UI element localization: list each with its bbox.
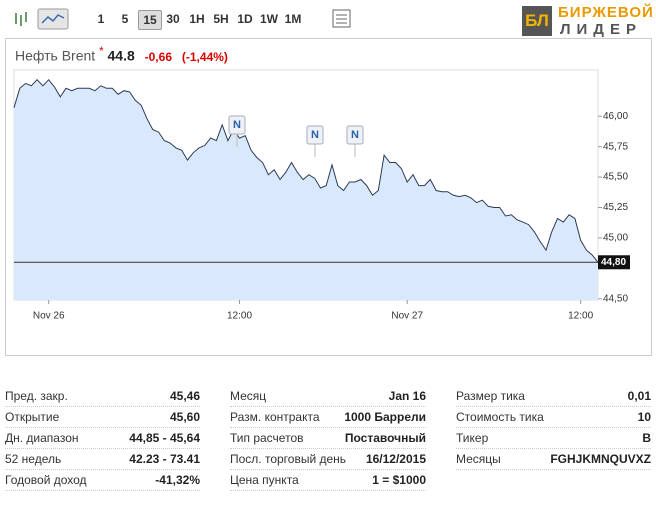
stat-row: Месяцы FGHJKMNQUVXZ [456,449,651,470]
y-tick-label: 46,00 [603,111,628,122]
stat-row: Месяц Jan 16 [230,386,426,407]
stat-row: Тип расчетов Поставочный [230,428,426,449]
stat-row: Годовой доход -41,32% [5,470,200,491]
stat-label: Открытие [5,410,60,424]
stat-label: Тикер [456,431,489,445]
price: 44.8 [107,47,135,64]
y-tick-label: 45,75 [603,141,628,152]
stat-row: Пред. закр. 45,46 [5,386,200,407]
news-marker[interactable] [346,125,364,145]
timeframe-button[interactable]: 1W [260,12,278,26]
stat-label: Размер тика [456,389,525,403]
stat-label: Тип расчетов [230,431,304,445]
timeframe-button[interactable]: 1M [284,12,302,26]
chart-type-icons [15,8,69,30]
stat-label: Посл. торговый день [230,452,347,466]
stat-row: 52 недель 42.23 - 73.41 [5,449,200,470]
x-tick-label: 12:00 [568,311,593,322]
stat-row: Размер тика 0,01 [456,386,651,407]
stat-label: Месяц [230,389,267,403]
stat-row: Дн. диапазон 44,85 - 45,64 [5,428,200,449]
stat-value: 1 = $1000 [372,473,426,487]
news-marker-label: N [311,129,319,141]
stat-value: 45,46 [169,389,200,403]
change: -0,66 [144,49,172,64]
stat-label: 52 недель [5,452,62,466]
stat-label: Разм. контракта [230,410,320,424]
stat-label: Дн. диапазон [5,431,79,445]
timeframe-button[interactable]: 1H [189,12,205,26]
stat-value: 1000 Баррели [344,410,426,424]
y-tick-label: 45,25 [603,202,628,213]
current-price-label: 44,80 [601,257,626,268]
settings-icon[interactable] [332,9,352,29]
stat-value: 16/12/2015 [365,452,426,466]
stat-label: Пред. закр. [5,389,68,403]
star: * [99,45,104,58]
logo-text: БИРЖЕВОЙ [558,4,654,21]
stat-value: 42.23 - 73.41 [129,452,200,466]
stat-label: Годовой доход [5,473,87,487]
logo-mark: БЛ [522,6,552,36]
timeframe-button[interactable]: 15 [138,10,162,30]
chart-panel: Нефть Brent * 44.8 -0,66 (-1,44%) [5,38,652,356]
stat-label: Стоимость тика [456,410,544,424]
stat-value: B [642,431,651,445]
instrument-name: Нефть Brent [15,47,96,64]
line [13,78,599,263]
stat-row: Тикер B [456,428,651,449]
news-marker[interactable] [306,125,324,145]
current-price-box [598,255,630,270]
stat-row: Стоимость тика 10 [456,407,651,428]
stat-row: Открытие 45,60 [5,407,200,428]
change-pct: (-1,44%) [181,49,228,64]
timeframe-button[interactable]: 5H [213,12,229,26]
news-marker[interactable] [228,115,246,135]
logo-text: ЛИДЕР [560,21,643,38]
stat-value: FGHJKMNQUVXZ [550,452,651,466]
stats-table: Пред. закр. 45,46 Открытие 45,60 Дн. диапазо… [0,386,656,501]
stat-value: Поставочный [344,431,426,445]
stat-value: -41,32% [155,473,200,487]
stat-value: 44,85 - 45,64 [129,431,200,445]
stat-row: Цена пункта 1 = $1000 [230,470,426,491]
stat-row: Разм. контракта 1000 Баррели [230,407,426,428]
x-tick-label: 12:00 [227,311,252,322]
news-marker-label: N [351,129,359,141]
x-tick-label: Nov 26 [33,311,65,322]
y-tick-label: 45,00 [603,233,628,244]
timeframe-button[interactable]: 30 [166,12,180,26]
stat-value: 10 [637,410,651,424]
stat-row: Посл. торговый день 16/12/2015 [230,449,426,470]
quote-header: Нефть Brent * 44.8 -0,66 (-1,44%) [15,45,228,64]
chart: Investing.com44,5045,0045,2545,5045,7546… [13,69,630,322]
stat-label: Цена пункта [230,473,299,487]
toolbar: БЛ БИРЖЕВОЙ ЛИДЕР 1 5 15 30 1H 5H 1D 1W 1M [0,0,656,38]
stat-value: 0,01 [627,389,651,403]
news-marker-label: N [233,119,241,131]
timeframe-button[interactable]: 5 [121,12,129,26]
x-tick-label: Nov 27 [391,311,423,322]
timeframe-button[interactable]: 1D [237,12,253,26]
stat-value: Jan 16 [388,389,426,403]
y-tick-label: 44,50 [603,293,628,304]
timeframe-button[interactable]: 1 [97,12,105,26]
y-tick-label: 45,50 [603,172,628,183]
stat-value: 45,60 [169,410,200,424]
stat-label: Месяцы [456,452,501,466]
